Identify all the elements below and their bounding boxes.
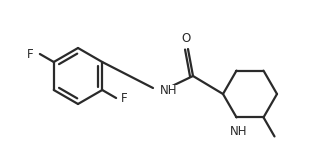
Text: F: F [121, 93, 128, 105]
Text: F: F [27, 47, 34, 60]
Text: NH: NH [160, 85, 177, 97]
Text: NH: NH [230, 125, 247, 138]
Text: O: O [181, 33, 191, 45]
